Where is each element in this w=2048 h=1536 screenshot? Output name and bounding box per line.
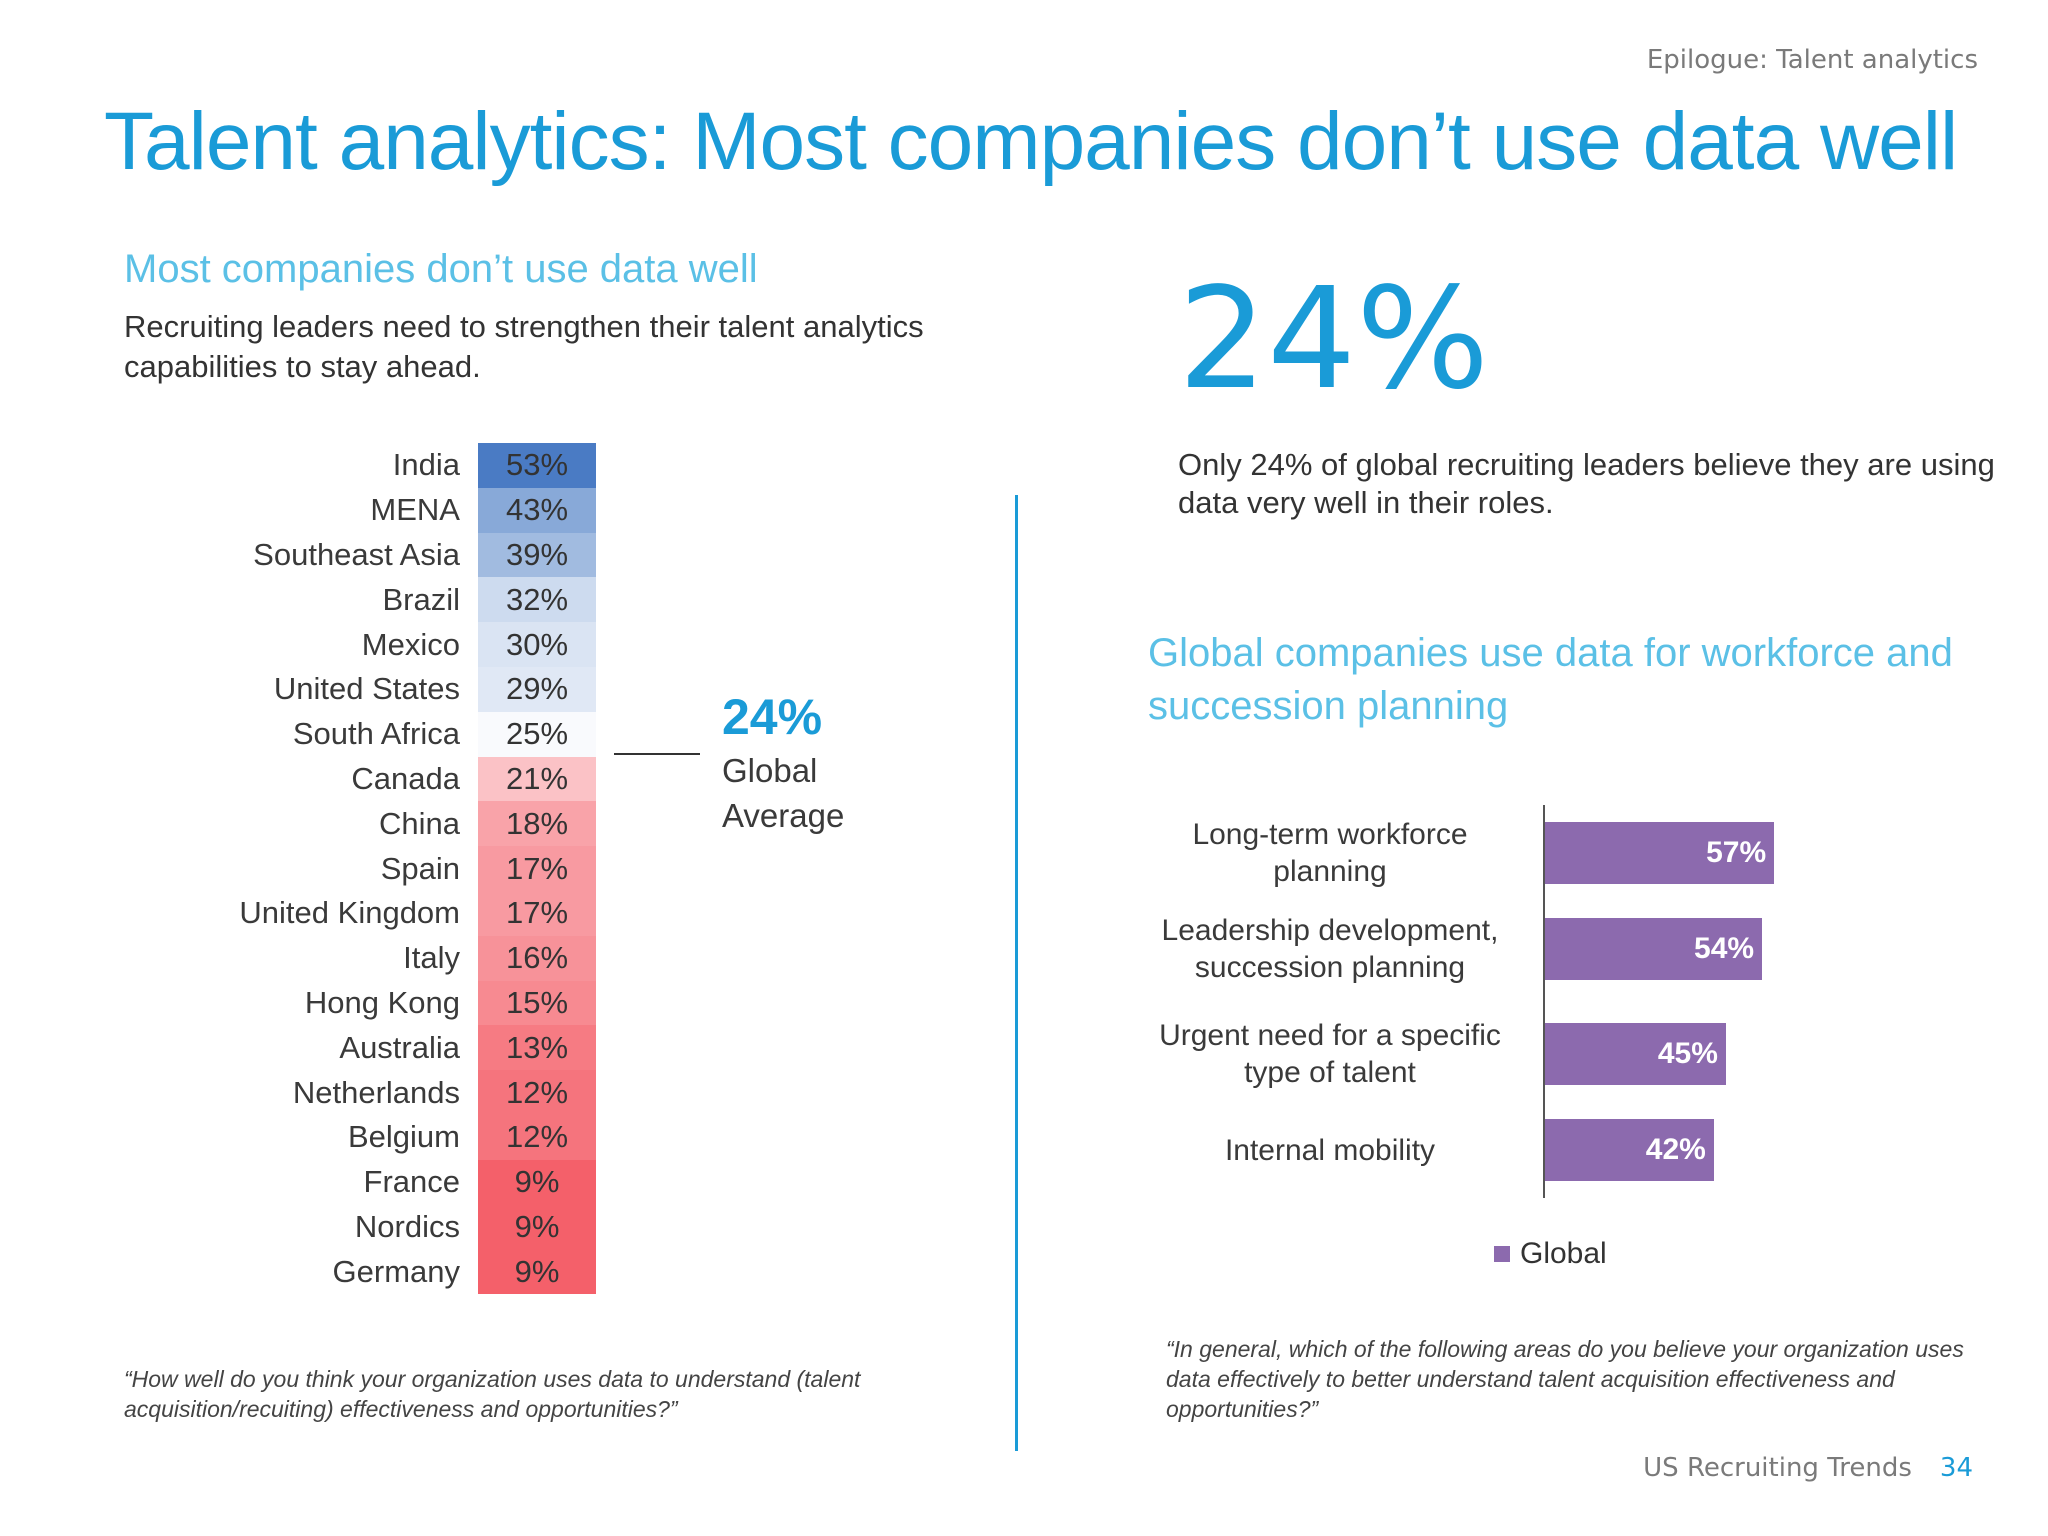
heatmap-country-label: Canada <box>351 760 460 796</box>
left-subtitle: Most companies don’t use data well <box>124 247 758 291</box>
heatmap-cell: 9% <box>478 1204 596 1250</box>
right-subtitle: Global companies use data for workforce … <box>1148 631 1953 728</box>
page-title: Talent analytics: Most companies don’t u… <box>104 96 1958 187</box>
column-divider <box>1015 495 1018 1451</box>
bar-category-line: Long-term workforce <box>1192 818 1468 851</box>
heatmap-cell: 43% <box>478 487 596 533</box>
heatmap-cell: 18% <box>478 801 596 847</box>
global-average-value: 24% <box>722 689 823 745</box>
heatmap-row: Nordics 9% <box>150 1204 596 1250</box>
heatmap-cell: 15% <box>478 980 596 1026</box>
heatmap-cell: 17% <box>478 890 596 936</box>
bar-category-line: succession planning <box>1194 951 1466 984</box>
bar-value-label: 57% <box>1706 836 1767 869</box>
heatmap-cell: 12% <box>478 1114 596 1160</box>
right-survey-question: “In general, which of the following area… <box>1166 1336 1964 1422</box>
bar-category-label: Urgent need for a specific type of talent <box>1140 1017 1520 1091</box>
bar-category-label: Long-term workforce planning <box>1140 816 1520 890</box>
bar-category-line: Urgent need for a specific <box>1159 1019 1501 1052</box>
heatmap-row: Australia 13% <box>150 1025 596 1071</box>
heatmap-row: Mexico 30% <box>150 622 596 667</box>
heatmap-country-label: Spain <box>380 850 460 886</box>
heatmap-row: Netherlands 12% <box>150 1070 596 1115</box>
bar: 45% <box>1545 1023 1726 1085</box>
global-average-connector <box>614 753 700 755</box>
heatmap-cell: 25% <box>478 711 596 757</box>
legend-swatch <box>1494 1246 1510 1262</box>
heatmap-row: India 53% <box>150 443 596 488</box>
heatmap-row: Hong Kong 15% <box>150 980 596 1026</box>
heatmap-country-label: Hong Kong <box>304 984 460 1020</box>
global-average-label: Global Average <box>722 752 845 834</box>
heatmap-country-label: Netherlands <box>292 1074 460 1110</box>
bar-category-line: type of talent <box>1244 1056 1416 1089</box>
heatmap-cell: 12% <box>478 1070 596 1115</box>
heatmap-country-label: India <box>392 447 460 483</box>
heatmap-cell: 9% <box>478 1249 596 1295</box>
left-survey-question: “How well do you think your organization… <box>124 1366 861 1422</box>
heatmap-row: United States 29% <box>150 666 596 712</box>
footer: US Recruiting Trends 34 <box>1643 1453 1973 1483</box>
heatmap-row: United Kingdom 17% <box>150 890 596 936</box>
heatmap-cell: 53% <box>478 443 596 488</box>
heatmap-cell: 30% <box>478 622 596 667</box>
heatmap-row: France 9% <box>150 1159 596 1205</box>
heatmap-row: Southeast Asia 39% <box>150 532 596 578</box>
bar: 57% <box>1545 822 1775 884</box>
heatmap-country-label: Southeast Asia <box>253 536 460 572</box>
heatmap-row: Italy 16% <box>150 935 596 981</box>
heatmap-country-label: United Kingdom <box>239 895 460 931</box>
heatmap-country-label: Germany <box>332 1253 460 1289</box>
bar-value-label: 42% <box>1645 1133 1706 1166</box>
heatmap-row: Canada 21% <box>150 756 596 802</box>
heatmap-cell: 16% <box>478 935 596 981</box>
bar-category-line: Internal mobility <box>1224 1133 1436 1167</box>
heatmap-country-label: Brazil <box>382 581 460 617</box>
heatmap-country-label: China <box>379 805 460 841</box>
heatmap-cell: 39% <box>478 532 596 578</box>
legend-label: Global <box>1520 1237 1607 1270</box>
left-description: Recruiting leaders need to strengthen th… <box>124 309 924 384</box>
chart-legend: Global <box>1494 1237 1607 1271</box>
heatmap-country-label: France <box>363 1164 460 1200</box>
bar-value-label: 45% <box>1657 1037 1718 1070</box>
heatmap-row: MENA 43% <box>150 487 596 533</box>
heatmap-row: Germany 9% <box>150 1249 596 1295</box>
section-label: Epilogue: Talent analytics <box>1646 45 1978 75</box>
bar-axis <box>1543 805 1545 1198</box>
heatmap-cell: 17% <box>478 846 596 891</box>
heatmap-cell: 29% <box>478 666 596 712</box>
big-stat-description: Only 24% of global recruiting leaders be… <box>1178 447 1995 520</box>
bar-category-label: Leadership development, succession planni… <box>1140 912 1520 986</box>
bar: 54% <box>1545 918 1763 980</box>
bar-value-label: 54% <box>1694 932 1755 965</box>
heatmap-country-label: Australia <box>339 1029 460 1065</box>
bar-category-line: planning <box>1273 855 1387 888</box>
heatmap-country-label: Italy <box>403 940 460 976</box>
heatmap-country-label: Mexico <box>361 626 460 662</box>
page-number: 34 <box>1939 1453 1973 1483</box>
heatmap-country-label: South Africa <box>292 716 460 752</box>
heatmap-country-label: United States <box>273 671 460 707</box>
heatmap-cell: 9% <box>478 1159 596 1205</box>
bar-category-line: Leadership development, <box>1161 914 1499 947</box>
heatmap-row: South Africa 25% <box>150 711 596 757</box>
heatmap-cell: 21% <box>478 756 596 802</box>
heatmap-cell: 32% <box>478 577 596 623</box>
heatmap-row: Spain 17% <box>150 846 596 891</box>
country-heatmap: India 53% MENA 43% Southeast Asia 39% Brazil 32… <box>150 443 596 1295</box>
heatmap-country-label: MENA <box>370 492 460 528</box>
footer-text: US Recruiting Trends <box>1643 1453 1912 1483</box>
heatmap-country-label: Belgium <box>348 1119 460 1155</box>
heatmap-row: Belgium 12% <box>150 1114 596 1160</box>
heatmap-row: Brazil 32% <box>150 577 596 623</box>
bar: 42% <box>1545 1119 1714 1181</box>
heatmap-cell: 13% <box>478 1025 596 1071</box>
heatmap-country-label: Nordics <box>354 1208 460 1244</box>
bar-category-label: Internal mobility <box>1140 1132 1520 1169</box>
heatmap-row: China 18% <box>150 801 596 847</box>
big-stat: 24% <box>1178 258 1490 421</box>
